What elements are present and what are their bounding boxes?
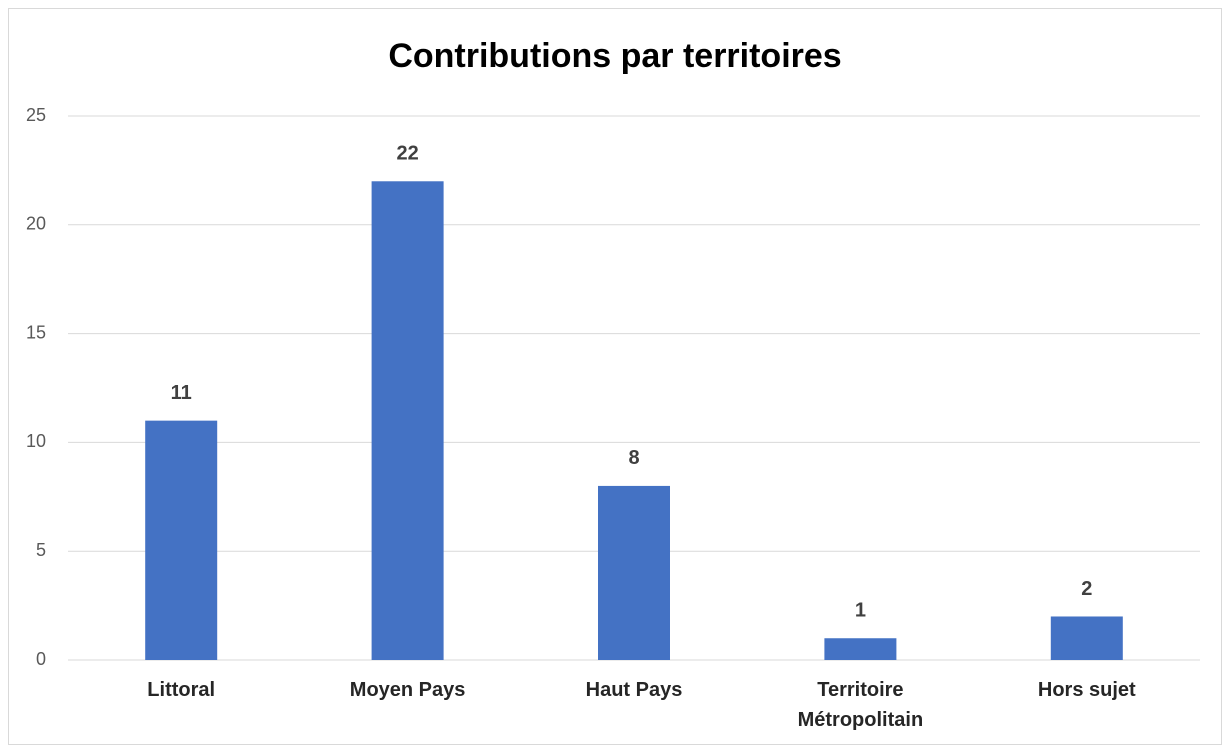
bar <box>371 181 444 660</box>
y-tick-label: 0 <box>36 649 46 669</box>
bar <box>598 485 670 660</box>
data-label: 1 <box>855 600 866 622</box>
data-label: 11 <box>171 382 192 404</box>
x-tick-label: Moyen Pays <box>349 679 466 701</box>
data-label: 2 <box>1081 578 1092 600</box>
x-tick-label: Haut Pays <box>585 679 683 701</box>
x-tick-label: Littoral <box>147 679 216 701</box>
chart-title: Contributions par territoires <box>388 37 841 75</box>
y-tick-label: 10 <box>26 431 46 451</box>
data-label: 22 <box>396 143 418 165</box>
y-tick-label: 5 <box>36 540 46 560</box>
data-label: 8 <box>628 447 639 469</box>
y-tick-label: 20 <box>26 214 46 234</box>
y-tick-label: 15 <box>26 322 46 342</box>
x-tick-label: Territoire Métropolitain <box>797 679 924 731</box>
x-tick-label: Hors sujet <box>1037 679 1136 701</box>
bar <box>145 420 218 660</box>
bar <box>1050 616 1123 660</box>
y-tick-label: 25 <box>26 105 46 125</box>
bar <box>824 638 897 660</box>
